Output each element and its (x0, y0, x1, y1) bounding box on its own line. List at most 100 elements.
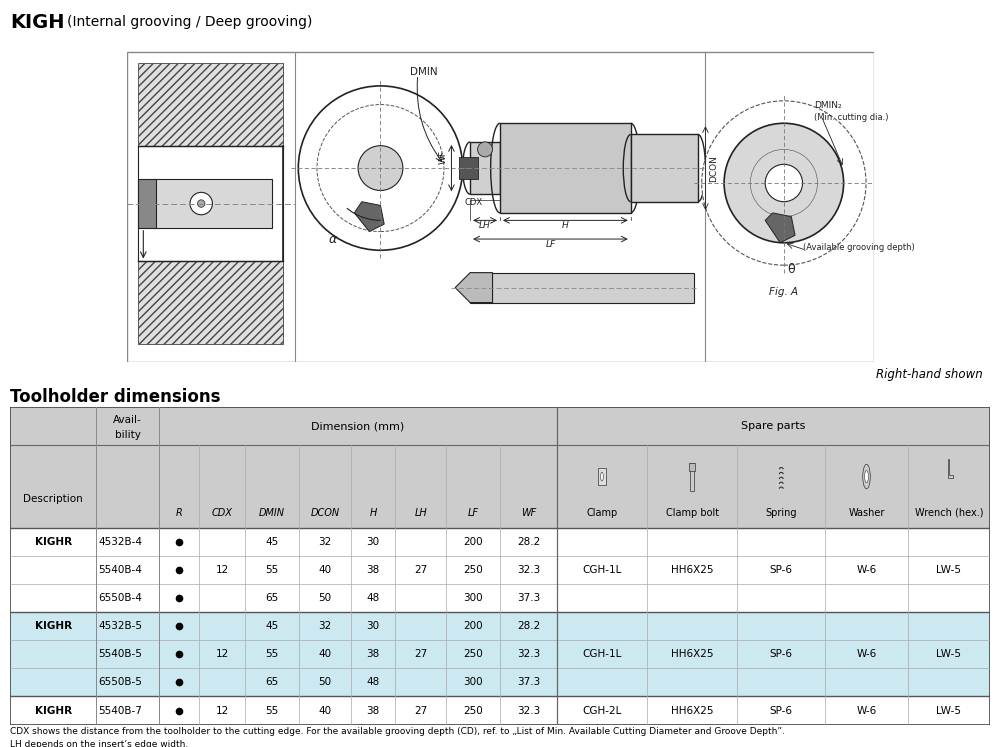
Text: LH depends on the insert’s edge width.: LH depends on the insert’s edge width. (10, 740, 188, 747)
Text: LF: LF (545, 240, 555, 249)
Text: CDX shows the distance from the toolholder to the cutting edge. For the availabl: CDX shows the distance from the toolhold… (10, 727, 785, 736)
Text: W-6: W-6 (856, 565, 877, 575)
Text: Right-hand shown: Right-hand shown (876, 368, 983, 381)
Text: θ: θ (788, 263, 795, 276)
Text: (Available grooving depth): (Available grooving depth) (803, 244, 914, 252)
Text: 12: 12 (216, 705, 229, 716)
Text: 27: 27 (414, 705, 427, 716)
Text: 32: 32 (318, 622, 332, 631)
Text: DMIN: DMIN (410, 66, 438, 77)
Text: 55: 55 (266, 565, 279, 575)
Bar (10, 445, 990, 528)
Text: KIGHR: KIGHR (35, 537, 72, 547)
Text: 65: 65 (266, 678, 279, 687)
Bar (500, 123, 631, 213)
Text: KIGHR: KIGHR (35, 705, 72, 716)
Text: bility: bility (115, 430, 141, 439)
Text: CDX: CDX (212, 508, 233, 518)
Text: 48: 48 (366, 678, 380, 687)
Text: WF: WF (521, 508, 536, 518)
Text: 4532B-4: 4532B-4 (98, 537, 142, 547)
Text: 40: 40 (319, 649, 332, 660)
Text: LW-5: LW-5 (936, 649, 961, 660)
Polygon shape (948, 459, 953, 478)
Text: 250: 250 (463, 649, 483, 660)
Text: 12: 12 (216, 565, 229, 575)
Text: HH6X25: HH6X25 (671, 649, 713, 660)
Circle shape (190, 192, 212, 215)
Bar (631, 134, 698, 202)
Text: 5540B-5: 5540B-5 (98, 649, 142, 660)
Text: 6550B-5: 6550B-5 (98, 678, 142, 687)
Text: Fig. A: Fig. A (769, 287, 798, 297)
Text: (Min. cutting dia.): (Min. cutting dia.) (814, 113, 888, 122)
Text: 30: 30 (367, 622, 380, 631)
Text: DCON: DCON (311, 508, 340, 518)
Bar (470, 273, 694, 303)
Circle shape (724, 123, 844, 243)
Text: 38: 38 (366, 565, 380, 575)
Text: LH: LH (414, 508, 427, 518)
Text: 250: 250 (463, 705, 483, 716)
Text: 40: 40 (319, 705, 332, 716)
Text: 38: 38 (366, 705, 380, 716)
Text: 38: 38 (366, 649, 380, 660)
Text: R: R (176, 508, 182, 518)
Bar (10, 407, 990, 445)
Circle shape (358, 146, 403, 190)
Text: CGH-1L: CGH-1L (582, 565, 622, 575)
Text: LH: LH (479, 221, 491, 230)
Circle shape (865, 471, 868, 483)
Text: 250: 250 (463, 565, 483, 575)
Text: CGH-1L: CGH-1L (582, 649, 622, 660)
Bar (690, 462, 694, 491)
Text: SP-6: SP-6 (770, 705, 793, 716)
Text: LF: LF (468, 508, 479, 518)
Text: 32: 32 (318, 537, 332, 547)
Text: α: α (328, 233, 336, 246)
Text: 45: 45 (266, 537, 279, 547)
Text: 55: 55 (266, 705, 279, 716)
Text: DMIN₂: DMIN₂ (814, 102, 841, 111)
Text: 12: 12 (216, 649, 229, 660)
Bar (598, 468, 606, 486)
Text: W-6: W-6 (856, 705, 877, 716)
Text: 65: 65 (266, 593, 279, 603)
Text: WF: WF (439, 150, 448, 164)
Text: Clamp bolt: Clamp bolt (666, 508, 719, 518)
Text: 45: 45 (266, 622, 279, 631)
Polygon shape (455, 273, 493, 303)
Bar (10, 612, 990, 696)
Text: 200: 200 (463, 537, 483, 547)
Text: W-6: W-6 (856, 649, 877, 660)
Bar (138, 179, 156, 228)
Text: 6550B-4: 6550B-4 (98, 593, 142, 603)
Circle shape (702, 101, 866, 265)
Text: 5540B-7: 5540B-7 (98, 705, 142, 716)
Text: 27: 27 (414, 565, 427, 575)
Circle shape (298, 86, 463, 250)
Text: 48: 48 (366, 593, 380, 603)
Polygon shape (765, 213, 795, 243)
Bar (138, 63, 283, 146)
Text: (Internal grooving / Deep grooving): (Internal grooving / Deep grooving) (67, 16, 313, 29)
Text: 50: 50 (319, 593, 332, 603)
Text: SP-6: SP-6 (770, 565, 793, 575)
Text: 5540B-4: 5540B-4 (98, 565, 142, 575)
Bar (138, 261, 283, 344)
Bar (689, 462, 695, 471)
Bar (470, 142, 500, 194)
Bar (153, 179, 272, 228)
Text: 27: 27 (414, 649, 427, 660)
Text: KIGHR: KIGHR (35, 622, 72, 631)
Text: Avail-: Avail- (113, 415, 142, 426)
Text: Clamp: Clamp (586, 508, 618, 518)
Text: 4532B-5: 4532B-5 (98, 622, 142, 631)
Text: 300: 300 (463, 593, 483, 603)
Bar (10, 696, 990, 725)
Text: SP-6: SP-6 (770, 649, 793, 660)
Circle shape (863, 465, 870, 489)
Text: Toolholder dimensions: Toolholder dimensions (10, 388, 220, 406)
Text: 200: 200 (463, 622, 483, 631)
Text: 32.3: 32.3 (517, 705, 540, 716)
